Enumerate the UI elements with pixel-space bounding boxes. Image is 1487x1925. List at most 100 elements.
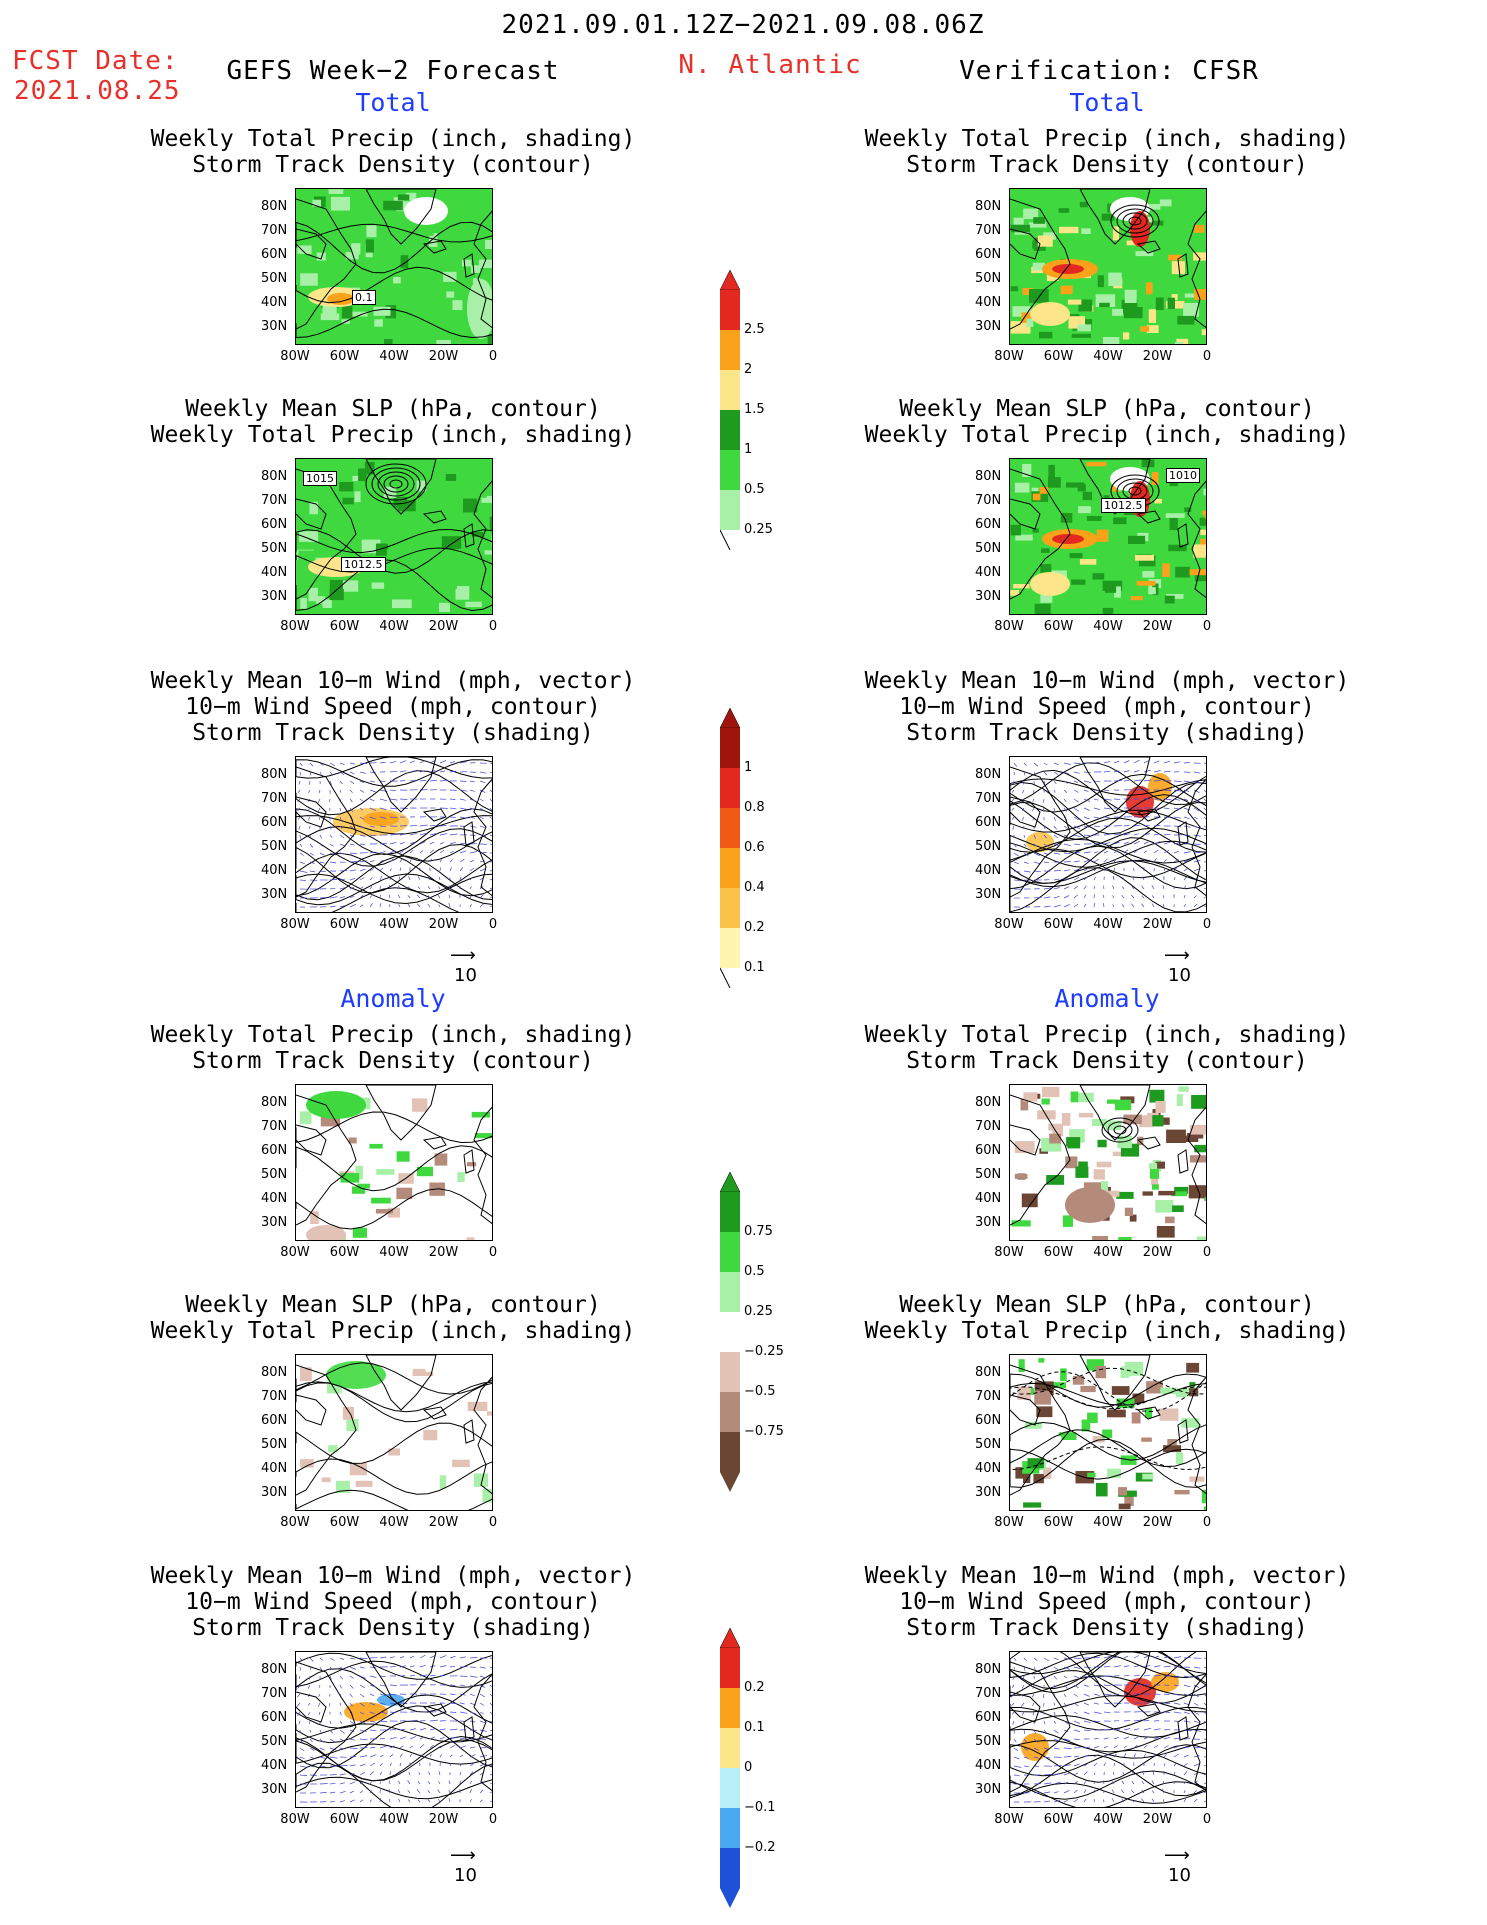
wind-vector (1193, 1675, 1200, 1679)
precip-cell (1136, 580, 1156, 586)
wind-vector (429, 858, 432, 863)
wind-vector (369, 895, 372, 899)
wind-vector (1093, 807, 1100, 810)
wind-vector (1043, 798, 1045, 803)
precip-cell (1175, 566, 1190, 578)
wind-vector (1093, 894, 1095, 899)
wind-vector (389, 842, 397, 845)
title-slp-precip-ver-line-0: Weekly Mean SLP (hPa, contour) (899, 396, 1315, 422)
light-precip (467, 279, 492, 339)
track-contour-1 (1128, 216, 1142, 226)
wind-vector (1053, 870, 1061, 872)
wind-vector (1133, 1674, 1140, 1677)
wind-vector (407, 895, 411, 899)
wind-vector (1123, 1674, 1130, 1677)
title-anom-precip-track-ver-line-0: Weekly Total Precip (inch, shading) (864, 1022, 1350, 1048)
wind-vector (359, 1675, 366, 1679)
wind-vector (339, 1711, 342, 1716)
wind-vector (1143, 779, 1152, 782)
wind-vector (1053, 887, 1060, 890)
precip-cell (439, 602, 450, 612)
wind-vector (1132, 876, 1135, 881)
wind-vector (359, 868, 366, 872)
wind-vector (1113, 1745, 1118, 1749)
wind-vector (1093, 1737, 1100, 1740)
lon-tick: 60W (329, 1812, 360, 1827)
anom-cell (1035, 1509, 1044, 1510)
precip-cell (491, 534, 492, 548)
wind-vector (1063, 834, 1069, 838)
coast-line-4 (1187, 1673, 1206, 1792)
wind-vector (1073, 1657, 1082, 1660)
wind-vector (1203, 1782, 1206, 1785)
wind-vector (379, 798, 387, 802)
wind-vector (1043, 905, 1051, 908)
wind-vector (1163, 1702, 1171, 1705)
wind-vector (1063, 895, 1070, 899)
wind-vector (1203, 771, 1206, 774)
wind-vector (417, 886, 421, 890)
precip-cell (484, 550, 492, 555)
lon-tick: 40W (1093, 1812, 1123, 1827)
anom-cell (1174, 1186, 1189, 1194)
wind-vector (419, 1719, 426, 1722)
wind-vector (1083, 789, 1089, 792)
wind-vector (1152, 1771, 1155, 1776)
wind-vector (339, 1747, 346, 1750)
coastline (296, 459, 492, 600)
wind-vector (1093, 789, 1101, 792)
lat-tick: 40N (261, 1191, 288, 1206)
wind-vector (1173, 780, 1182, 782)
wind-vector (1151, 1798, 1155, 1803)
anom-cell (1152, 1115, 1164, 1127)
speed-contour-17 (1010, 827, 1206, 853)
wind-vector (1033, 834, 1037, 839)
wind-vector (1203, 816, 1206, 820)
coast-line-5 (1177, 821, 1189, 846)
precip-cell (1099, 302, 1110, 308)
precip-cell (1128, 535, 1146, 544)
wind-vector (1073, 1693, 1078, 1697)
anom-cell (1145, 1407, 1153, 1419)
wind-vector (1053, 1675, 1058, 1680)
precip-cell (1078, 299, 1093, 312)
precip-cell (326, 539, 333, 547)
wind-vector (1131, 1789, 1135, 1794)
wind-vector (1173, 789, 1182, 792)
wind-vector (439, 1736, 445, 1740)
wind-vector (1103, 1702, 1111, 1705)
wind-vector (359, 1738, 368, 1741)
wind-vector (379, 867, 384, 872)
wind-vector (1203, 905, 1206, 908)
lon-tick: 0 (488, 1245, 498, 1260)
track-contour-1 (1128, 486, 1142, 496)
precip-cell (492, 292, 493, 303)
coast-line-5 (463, 253, 475, 278)
precip-cell (385, 305, 397, 319)
lon-tick: 60W (1043, 917, 1074, 932)
wind-vector (1153, 760, 1160, 764)
wind-vector (319, 1666, 323, 1671)
coast-line-4 (473, 1106, 492, 1225)
wind-vector (359, 834, 366, 837)
precip-cell (445, 474, 457, 481)
wind-vector (438, 886, 441, 890)
lat-tick: 40N (975, 1758, 1002, 1773)
wind-vector (359, 1781, 364, 1785)
wind-vector (449, 1754, 453, 1758)
track-anomaly-neg (377, 1694, 405, 1706)
wind-vector (1093, 1762, 1098, 1767)
wind-vector (489, 1711, 492, 1715)
anom-cell (1158, 1190, 1176, 1196)
wind-vector (1053, 807, 1056, 812)
wind-vector (379, 1693, 388, 1697)
wind-vector (1083, 1781, 1087, 1785)
precip-cell (1029, 289, 1049, 303)
wind-vector (429, 841, 435, 845)
anom-cell (1097, 1139, 1107, 1148)
wind-vector (429, 1754, 432, 1758)
coast-line-3 (1136, 510, 1161, 524)
wind-vector (449, 1655, 456, 1659)
wind-vector (369, 789, 376, 793)
speed-contour-0 (296, 887, 460, 912)
